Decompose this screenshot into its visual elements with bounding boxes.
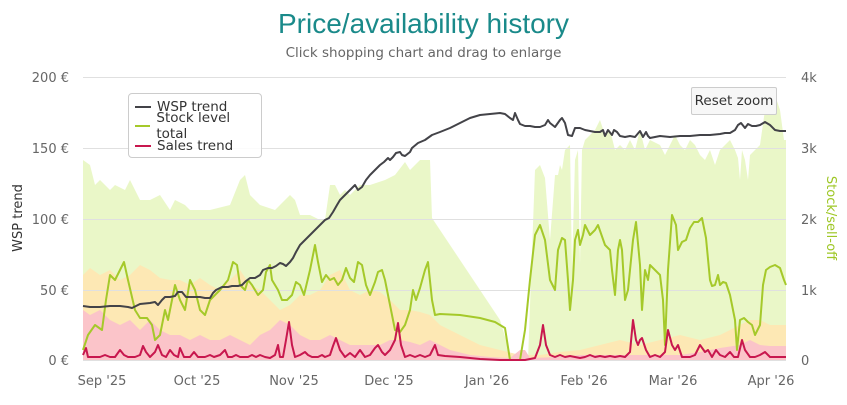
low-area xyxy=(83,310,786,360)
sales-trend-swatch-icon xyxy=(135,144,151,147)
x-axis: Sep '25 Oct '25 Nov '25 Dec '25 Jan '26 … xyxy=(78,374,795,389)
x-tick-mar: Mar '26 xyxy=(649,374,698,389)
right-tick-4k: 4k xyxy=(801,71,817,86)
chart-title: Price/availability history xyxy=(278,8,569,39)
x-tick-sep: Sep '25 xyxy=(78,374,127,389)
right-tick-2k: 2k xyxy=(801,213,817,228)
stock-level-line xyxy=(82,214,787,361)
left-axis-title: WSP trend xyxy=(11,184,26,252)
x-tick-apr: Apr '26 xyxy=(748,374,795,389)
left-axis: 0 € 50 € 100 € 150 € 200 € xyxy=(32,71,69,369)
stock-level-swatch-icon xyxy=(135,125,151,128)
legend-label: WSP trend xyxy=(157,98,228,115)
left-tick-50: 50 € xyxy=(40,284,69,299)
left-tick-150: 150 € xyxy=(32,142,69,157)
right-tick-3k: 3k xyxy=(801,142,817,157)
legend-item-stock-level[interactable]: Stock level total xyxy=(135,110,261,142)
x-tick-oct: Oct '25 xyxy=(174,374,221,389)
wsp-trend-swatch-icon xyxy=(135,105,151,108)
right-axis: 0 1k 2k 3k 4k xyxy=(801,71,817,369)
x-tick-nov: Nov '25 xyxy=(269,374,319,389)
reset-zoom-button[interactable]: Reset zoom xyxy=(691,87,777,115)
wsp-trend-line xyxy=(82,112,786,309)
sales-trend-line xyxy=(82,319,786,361)
right-axis-title: Stock/sell-off xyxy=(823,176,838,261)
left-tick-200: 200 € xyxy=(32,71,69,86)
x-tick-feb: Feb '26 xyxy=(560,374,607,389)
left-tick-100: 100 € xyxy=(32,213,69,228)
chart-subtitle: Click shopping chart and drag to enlarge xyxy=(285,45,562,61)
right-tick-1k: 1k xyxy=(801,284,817,299)
x-tick-dec: Dec '25 xyxy=(364,374,413,389)
legend-item-wsp-trend[interactable]: WSP trend xyxy=(135,97,261,117)
left-tick-0: 0 € xyxy=(48,354,69,369)
legend-label: Sales trend xyxy=(157,137,234,154)
legend-label: Stock level total xyxy=(156,110,231,143)
x-tick-jan: Jan '26 xyxy=(464,374,509,389)
right-tick-0: 0 xyxy=(801,354,809,369)
legend-item-sales-trend[interactable]: Sales trend xyxy=(135,136,261,156)
chart-legend: WSP trend Stock level total Sales trend xyxy=(128,93,262,158)
